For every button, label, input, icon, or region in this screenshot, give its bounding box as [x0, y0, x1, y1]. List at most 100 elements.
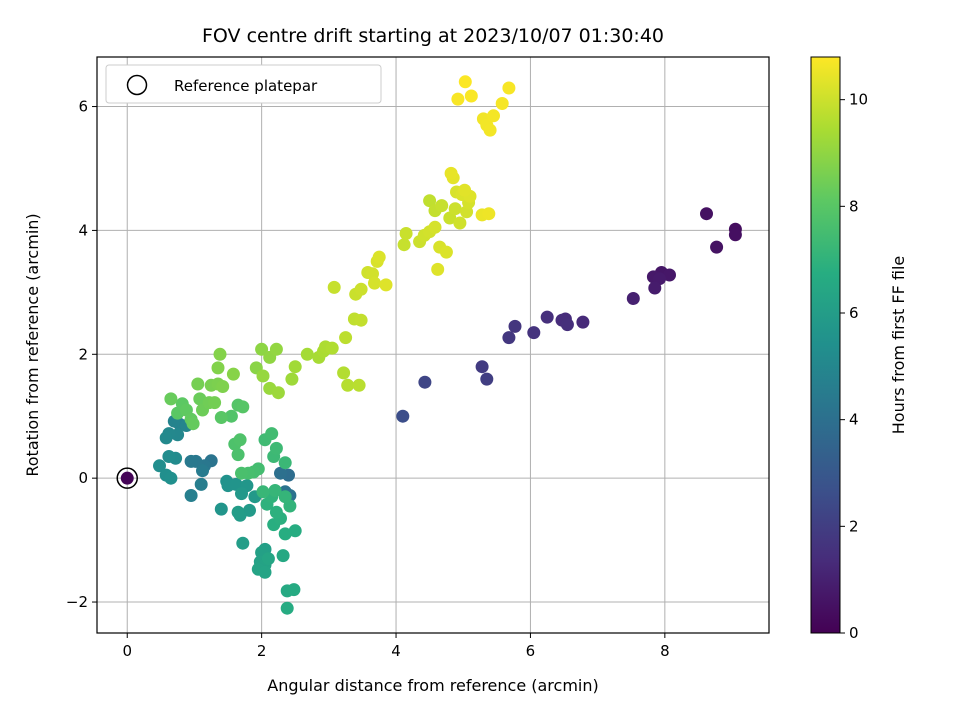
data-point	[232, 506, 245, 519]
colorbar-ticks: 0 2 4 6 8 10	[840, 91, 868, 642]
data-point	[509, 320, 522, 333]
data-point	[257, 370, 270, 383]
chart-title: FOV centre drift starting at 2023/10/07 …	[202, 25, 664, 47]
data-point	[265, 427, 278, 440]
data-point	[341, 379, 354, 392]
y-tick-label: −2	[66, 593, 88, 611]
data-point	[435, 199, 448, 212]
data-point	[216, 380, 229, 393]
data-point	[440, 246, 453, 259]
colorbar-tick-label: 4	[849, 411, 859, 429]
x-tick-label: 2	[257, 642, 267, 660]
data-point	[257, 485, 270, 498]
data-point	[279, 456, 292, 469]
data-point	[496, 97, 509, 110]
reference-point	[121, 472, 134, 485]
data-point	[482, 207, 495, 220]
data-point	[301, 348, 314, 361]
data-point	[337, 366, 350, 379]
data-point	[451, 93, 464, 106]
data-point	[235, 487, 248, 500]
data-point	[215, 503, 228, 516]
data-point	[476, 360, 489, 373]
data-point	[453, 217, 466, 230]
data-point	[234, 433, 247, 446]
colorbar-tick-label: 6	[849, 304, 859, 322]
x-tick-label: 4	[391, 642, 401, 660]
data-point	[527, 326, 540, 339]
data-point	[459, 75, 472, 88]
data-point	[191, 378, 204, 391]
x-axis-ticks: 0 2 4 6 8	[122, 633, 669, 660]
y-tick-label: 2	[78, 345, 88, 363]
data-point	[270, 343, 283, 356]
y-tick-label: 0	[78, 469, 88, 487]
data-point	[400, 227, 413, 240]
data-point	[236, 537, 249, 550]
data-point	[287, 583, 300, 596]
data-point	[185, 455, 198, 468]
data-point	[380, 278, 393, 291]
data-point	[429, 221, 442, 234]
data-point	[465, 90, 478, 103]
y-tick-label: 6	[78, 98, 88, 116]
colorbar-tick-label: 0	[849, 624, 859, 642]
data-point	[445, 167, 458, 180]
data-point	[212, 361, 225, 374]
data-point	[449, 202, 462, 215]
data-point	[418, 376, 431, 389]
data-point	[270, 442, 283, 455]
y-axis-label: Rotation from reference (arcmin)	[23, 213, 42, 476]
scatter-points	[153, 75, 742, 614]
data-point	[648, 282, 661, 295]
data-point	[214, 348, 227, 361]
data-point	[262, 552, 275, 565]
data-point	[576, 316, 589, 329]
data-point	[328, 281, 341, 294]
data-point	[227, 368, 240, 381]
x-tick-label: 8	[660, 642, 670, 660]
data-point	[289, 360, 302, 373]
data-point	[502, 331, 515, 344]
data-point	[627, 292, 640, 305]
y-axis-ticks: −2 0 2 4 6	[66, 98, 97, 611]
data-point	[196, 464, 209, 477]
data-point	[502, 82, 515, 95]
data-point	[285, 373, 298, 386]
data-point	[373, 251, 386, 264]
colorbar	[811, 57, 840, 633]
data-point	[355, 283, 368, 296]
data-point	[259, 566, 272, 579]
data-point	[160, 431, 173, 444]
data-point	[480, 373, 493, 386]
data-point	[484, 124, 497, 137]
data-point	[195, 478, 208, 491]
colorbar-tick-label: 2	[849, 517, 859, 535]
data-point	[272, 386, 285, 399]
data-point	[235, 467, 248, 480]
data-point	[162, 450, 175, 463]
data-point	[208, 396, 221, 409]
data-point	[185, 489, 198, 502]
data-point	[487, 109, 500, 122]
data-point	[700, 207, 713, 220]
data-point	[187, 417, 200, 430]
colorbar-tick-label: 10	[849, 91, 868, 109]
data-point	[561, 318, 574, 331]
data-point	[458, 184, 471, 197]
data-point	[215, 411, 228, 424]
data-point	[281, 602, 294, 615]
plot-frame	[97, 57, 769, 633]
legend-label: Reference platepar	[174, 77, 318, 95]
y-tick-label: 4	[78, 221, 88, 239]
x-tick-label: 0	[122, 642, 132, 660]
data-point	[269, 484, 282, 497]
data-point	[729, 228, 742, 241]
data-point	[353, 379, 366, 392]
data-point	[396, 410, 409, 423]
data-point	[398, 238, 411, 251]
grid-lines	[97, 57, 769, 633]
data-point	[339, 331, 352, 344]
data-point	[164, 392, 177, 405]
data-point	[368, 277, 381, 290]
